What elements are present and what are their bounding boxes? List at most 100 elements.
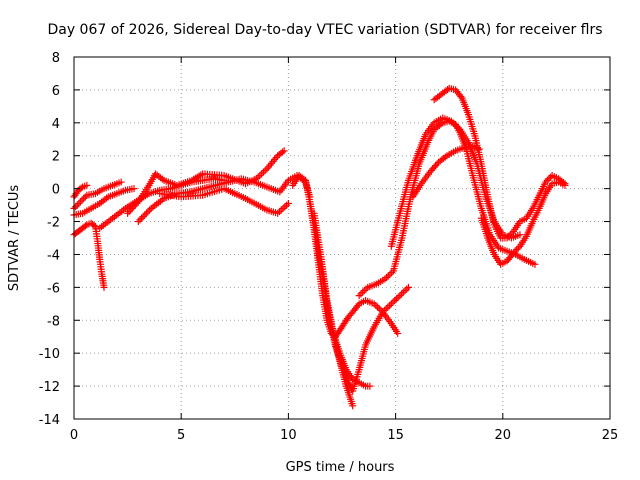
- data-point: [90, 221, 98, 229]
- data-point: [508, 229, 516, 237]
- data-point: [80, 195, 88, 203]
- data-point: [516, 231, 524, 239]
- data-point: [399, 288, 407, 296]
- x-axis-label: GPS time / hours: [286, 460, 395, 475]
- series-sat-q: [477, 178, 569, 268]
- data-point: [83, 181, 91, 189]
- data-point: [103, 194, 111, 202]
- data-point: [561, 181, 569, 189]
- y-tick-label: -6: [47, 281, 60, 296]
- chart-title: Day 067 of 2026, Sidereal Day-to-day VTE…: [47, 22, 602, 38]
- data-point: [127, 206, 135, 214]
- y-axis-label: SDTVAR / TECUs: [7, 185, 22, 292]
- y-tick-label: -10: [39, 347, 60, 362]
- data-point: [403, 285, 411, 293]
- x-tick-label: 20: [495, 428, 512, 443]
- data-point: [503, 234, 511, 242]
- data-point: [128, 204, 136, 212]
- data-point: [545, 175, 553, 183]
- data-point: [75, 199, 83, 207]
- data-point: [355, 292, 363, 300]
- data-point: [398, 290, 406, 298]
- data-point: [130, 203, 138, 211]
- y-tick-label: -14: [39, 413, 60, 428]
- data-point: [447, 117, 455, 125]
- data-point: [531, 260, 539, 268]
- data-point: [139, 213, 147, 221]
- data-point: [144, 208, 152, 216]
- data-point: [510, 249, 518, 257]
- data-point: [388, 269, 396, 277]
- data-point: [124, 209, 132, 217]
- x-tick-label: 15: [387, 428, 404, 443]
- data-point: [375, 305, 383, 313]
- data-point: [280, 147, 288, 155]
- data-series: [70, 84, 569, 410]
- data-point: [387, 300, 395, 308]
- data-point: [386, 270, 394, 278]
- data-point: [542, 178, 550, 186]
- x-tick-label: 10: [280, 428, 297, 443]
- data-point: [142, 209, 150, 217]
- data-point: [457, 92, 465, 100]
- series-sat-a: [70, 178, 125, 212]
- data-point: [72, 203, 80, 211]
- axis-ticks: 0 5 10 15 20 25 -14 -12 -10 -8 -6 -4 -2 0 2 4 6 8: [39, 51, 619, 443]
- y-tick-label: 4: [52, 117, 60, 132]
- data-point: [78, 196, 86, 204]
- data-point: [383, 273, 391, 281]
- data-point: [366, 382, 374, 390]
- data-point: [396, 292, 404, 300]
- data-point: [433, 160, 441, 168]
- data-point: [513, 246, 521, 254]
- data-point: [284, 199, 292, 207]
- data-point: [384, 272, 392, 280]
- series-sat-p: [430, 84, 569, 242]
- y-tick-label: 6: [52, 84, 60, 99]
- data-point: [543, 176, 551, 184]
- data-point: [382, 305, 390, 313]
- x-tick-label: 5: [177, 428, 185, 443]
- series-sat-h: [156, 185, 292, 217]
- data-point: [454, 124, 462, 132]
- data-point: [81, 193, 89, 201]
- data-point: [449, 119, 457, 127]
- data-point: [380, 306, 388, 314]
- data-point: [73, 201, 81, 209]
- data-point: [386, 301, 394, 309]
- data-point: [372, 301, 380, 309]
- data-point: [505, 232, 513, 240]
- data-point: [374, 303, 382, 311]
- data-point: [125, 208, 133, 216]
- data-point: [381, 275, 389, 283]
- y-tick-label: -8: [47, 314, 60, 329]
- data-point: [444, 85, 452, 93]
- data-point: [117, 178, 125, 186]
- series-sat-o: [409, 142, 483, 201]
- data-point: [131, 201, 139, 209]
- y-tick-label: 2: [52, 150, 60, 165]
- data-point: [514, 244, 522, 252]
- data-point: [452, 122, 460, 130]
- data-point: [76, 198, 84, 206]
- data-point: [451, 120, 459, 128]
- data-point: [401, 287, 409, 295]
- y-tick-label: -12: [39, 380, 60, 395]
- data-point: [141, 211, 149, 219]
- data-point: [136, 216, 144, 224]
- data-point: [134, 218, 142, 226]
- data-point: [394, 329, 402, 337]
- data-point: [441, 153, 449, 161]
- x-tick-label: 0: [70, 428, 78, 443]
- data-point: [349, 402, 357, 410]
- data-point: [81, 222, 89, 230]
- y-tick-label: -4: [47, 248, 60, 263]
- data-point: [384, 303, 392, 311]
- data-point: [77, 184, 85, 192]
- data-point: [404, 283, 412, 291]
- data-point: [511, 247, 519, 255]
- data-point: [158, 175, 166, 183]
- y-tick-label: 8: [52, 51, 60, 66]
- data-point: [391, 297, 399, 305]
